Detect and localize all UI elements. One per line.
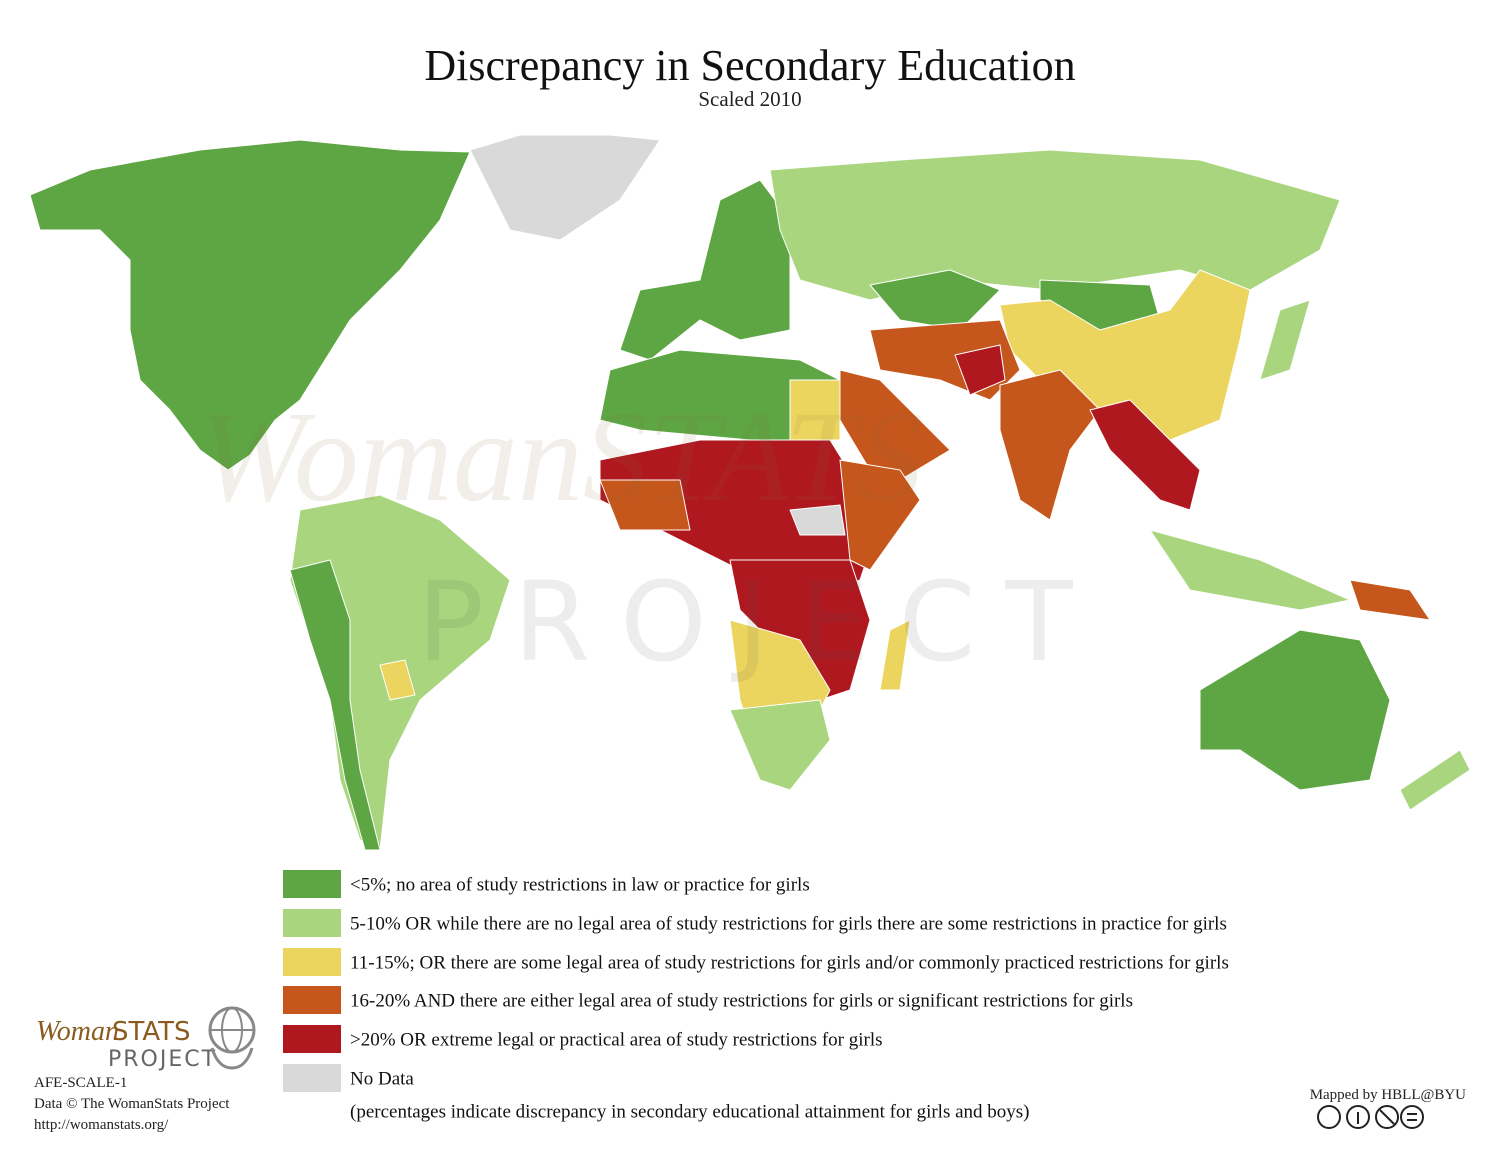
kazakhstan (869, 269, 1001, 331)
title: Discrepancy in Secondary Education (424, 41, 1075, 90)
central-africa (729, 559, 871, 701)
subtitle: Scaled 2010 (698, 87, 801, 111)
russia (769, 149, 1341, 301)
footer-url: http://womanstats.org/ (34, 1117, 169, 1133)
egypt (789, 379, 841, 441)
legend-swatch (283, 1025, 341, 1053)
south-sudan (789, 504, 846, 536)
australia (1199, 629, 1391, 791)
legend-label: 11-15%; OR there are some legal area of … (350, 952, 1229, 973)
nc-icon (1375, 1105, 1399, 1129)
andes (289, 559, 381, 851)
logo: Woman STATS PROJECT (36, 1006, 256, 1072)
madagascar (879, 619, 911, 691)
logo-stats: STATS (112, 1017, 191, 1047)
europe (619, 179, 791, 361)
paraguay (379, 659, 416, 701)
legend: <5%; no area of study restrictions in la… (283, 870, 1229, 1122)
cc-badges (1317, 1105, 1424, 1129)
footer-code: AFE-SCALE-1 (34, 1075, 127, 1091)
india (999, 369, 1101, 521)
new-zealand (1399, 749, 1471, 811)
logo-woman: Woman (36, 1016, 119, 1047)
legend-swatch (283, 870, 341, 898)
watermark: WomanSTATS PROJECT (198, 385, 1102, 686)
legend-label: >20% OR extreme legal or practical area … (350, 1029, 883, 1050)
legend-swatch (283, 948, 341, 976)
south-africa (729, 699, 831, 791)
nc-slash (1379, 1109, 1395, 1125)
legend-label: 5-10% OR while there are no legal area o… (350, 913, 1227, 934)
north-america (29, 139, 471, 471)
world-map (29, 134, 1471, 851)
logo-hands (210, 1047, 254, 1070)
logo-project: PROJECT (108, 1047, 217, 1072)
legend-swatch (283, 909, 341, 937)
legend-label: 16-20% AND there are either legal area o… (350, 990, 1133, 1011)
west-africa (599, 479, 691, 531)
footer-credit: Data © The WomanStats Project (34, 1096, 230, 1112)
mapped-by: Mapped by HBLL@BYU (1310, 1087, 1466, 1103)
legend-swatch (283, 1064, 341, 1092)
papua-new-guinea (1349, 579, 1431, 621)
nd-icon (1400, 1105, 1424, 1129)
southeast-asia (1089, 399, 1201, 511)
legend-label: <5%; no area of study restrictions in la… (350, 874, 810, 895)
watermark-sub: PROJECT (417, 558, 1102, 686)
japan (1259, 299, 1311, 381)
afghanistan (954, 344, 1006, 396)
legend-note: (percentages indicate discrepancy in sec… (350, 1101, 1030, 1122)
legend-swatch (283, 986, 341, 1014)
indonesia (1149, 529, 1351, 611)
watermark-brand: WomanSTATS (198, 385, 923, 529)
by-icon (1346, 1105, 1370, 1129)
legend-label: No Data (350, 1068, 414, 1089)
greenland (469, 134, 661, 241)
horn-of-africa (839, 459, 921, 571)
cc-icon (1317, 1105, 1341, 1129)
